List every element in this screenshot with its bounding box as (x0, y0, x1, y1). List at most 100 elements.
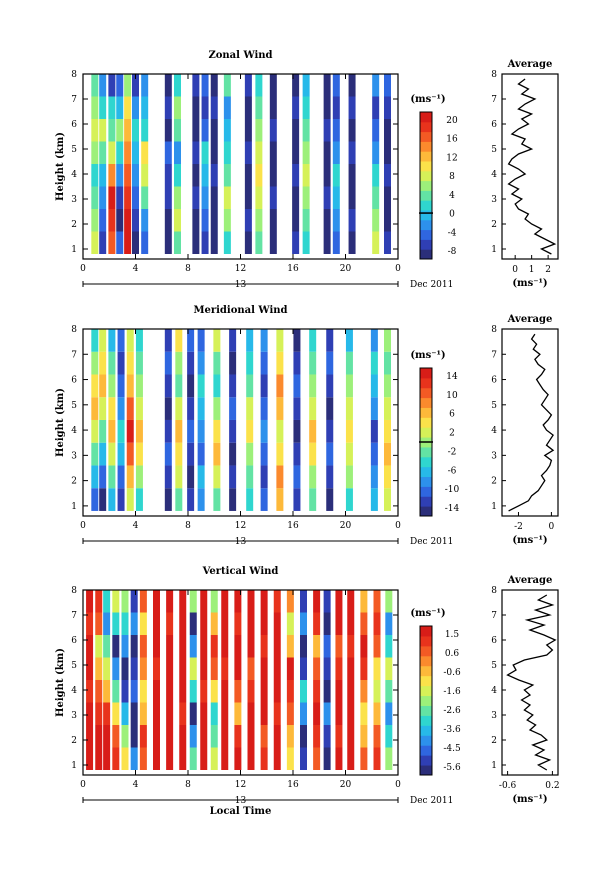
colorbar-tick-label: 0.6 (445, 649, 460, 659)
heatmap-cell (91, 164, 99, 187)
heatmap-cell (108, 397, 116, 420)
heatmap-cell (91, 96, 99, 119)
heatmap-cell (373, 680, 381, 703)
heatmap-cell (384, 465, 391, 489)
heatmap-cell (323, 702, 331, 725)
heatmap-cell (117, 488, 125, 511)
heatmap-cell (347, 725, 355, 748)
heatmap-cell (210, 231, 218, 254)
heatmap-cell (313, 702, 321, 725)
x-tick-label: 12 (235, 264, 246, 274)
heatmap-cell (348, 74, 356, 97)
colorbar-segment (420, 112, 432, 123)
heatmap-cell (326, 374, 334, 398)
heatmap-cell (112, 680, 120, 703)
heatmap-cell (201, 186, 209, 209)
heatmap-cell (323, 590, 331, 613)
colorbar-tick-label: -6 (448, 466, 457, 476)
heatmap-cell (229, 442, 237, 466)
colorbar-segment (420, 377, 432, 389)
heatmap-cell (132, 164, 139, 187)
heatmap-cell (246, 374, 254, 398)
heatmap-cell (326, 351, 334, 375)
heatmap-cell (130, 702, 138, 725)
heatmap-cell (221, 747, 229, 770)
y-tick-label: 4 (71, 170, 77, 180)
colorbar-segment (420, 675, 432, 687)
heatmap-cell (385, 725, 393, 748)
heatmap-cell (384, 397, 391, 420)
profile-y-tick-label: 2 (491, 736, 497, 746)
heatmap-cell (313, 680, 321, 703)
heatmap-cell (309, 374, 317, 398)
heatmap-cell (323, 119, 331, 142)
heatmap-cell (260, 374, 268, 398)
colorbar-segment (420, 735, 432, 746)
colorbar-tick-label: 14 (446, 372, 458, 382)
heatmap-cell (187, 419, 195, 443)
profile-x-tick-label: 0.2 (545, 781, 559, 791)
heatmap-cell (309, 465, 317, 489)
heatmap-cell (174, 96, 181, 119)
x-tick-label: 20 (340, 264, 352, 274)
profile-y-tick-label: 5 (491, 145, 497, 155)
heatmap-cell (103, 725, 111, 748)
colorbar-segment (420, 368, 432, 379)
heatmap-cell (103, 747, 111, 770)
heatmap-cell (116, 164, 124, 187)
heatmap-cell (174, 119, 181, 142)
x-tick-label: 0 (80, 521, 86, 531)
heatmap-cell (260, 488, 268, 511)
date-label: 13 (235, 280, 247, 290)
x-tick-label: 4 (133, 521, 139, 531)
heatmap-cell (260, 680, 268, 703)
heatmap-cell (164, 419, 172, 443)
profile-y-tick-label: 1 (491, 761, 497, 771)
heatmap-cell (189, 702, 197, 725)
heatmap-cell (164, 209, 172, 232)
heatmap-cell (384, 141, 391, 164)
heatmap-cell (179, 590, 187, 613)
heatmap-cell (221, 702, 229, 725)
heatmap-cell (221, 590, 229, 613)
heatmap-cell (269, 209, 277, 232)
heatmap-cell (221, 635, 229, 658)
heatmap-cell (384, 164, 391, 187)
heatmap-cell (112, 635, 120, 658)
colorbar-segment (420, 645, 432, 657)
heatmap-cell (126, 488, 134, 511)
heatmap-cell (229, 397, 237, 420)
colorbar-segment (420, 496, 432, 507)
heatmap-cell (286, 590, 294, 613)
heatmap-cell (91, 119, 99, 142)
heatmap-cell (276, 329, 284, 352)
heatmap-cell (244, 164, 252, 187)
colorbar-segment (420, 695, 432, 706)
heatmap-cell (326, 465, 334, 489)
heatmap-cell (276, 374, 284, 398)
heatmap-cell (91, 488, 99, 511)
heatmap-cell (86, 725, 94, 748)
colorbar-frame (419, 111, 433, 260)
heatmap-cell (286, 612, 294, 635)
heatmap-cell (347, 657, 355, 680)
heatmap-cell (99, 329, 107, 352)
heatmap-cell (103, 657, 111, 680)
colorbar-segment (420, 446, 432, 458)
heatmap-cell (247, 702, 255, 725)
heatmap-cell (121, 747, 129, 770)
heatmap-cell (200, 612, 208, 635)
heatmap-cell (332, 186, 340, 209)
colorbar-segment (420, 190, 432, 201)
profile-y-tick-label: 4 (491, 686, 497, 696)
x-axis-label: Local Time (210, 806, 272, 817)
heatmap-cell (164, 119, 172, 142)
heatmap-cell (269, 74, 277, 97)
heatmap-cell (197, 419, 205, 443)
colorbar-segment (420, 121, 432, 133)
heatmap-cell (313, 747, 321, 770)
heatmap-cell (335, 590, 343, 613)
heatmap-cell (124, 119, 132, 142)
heatmap-cell (313, 590, 321, 613)
heatmap-cell (179, 747, 187, 770)
